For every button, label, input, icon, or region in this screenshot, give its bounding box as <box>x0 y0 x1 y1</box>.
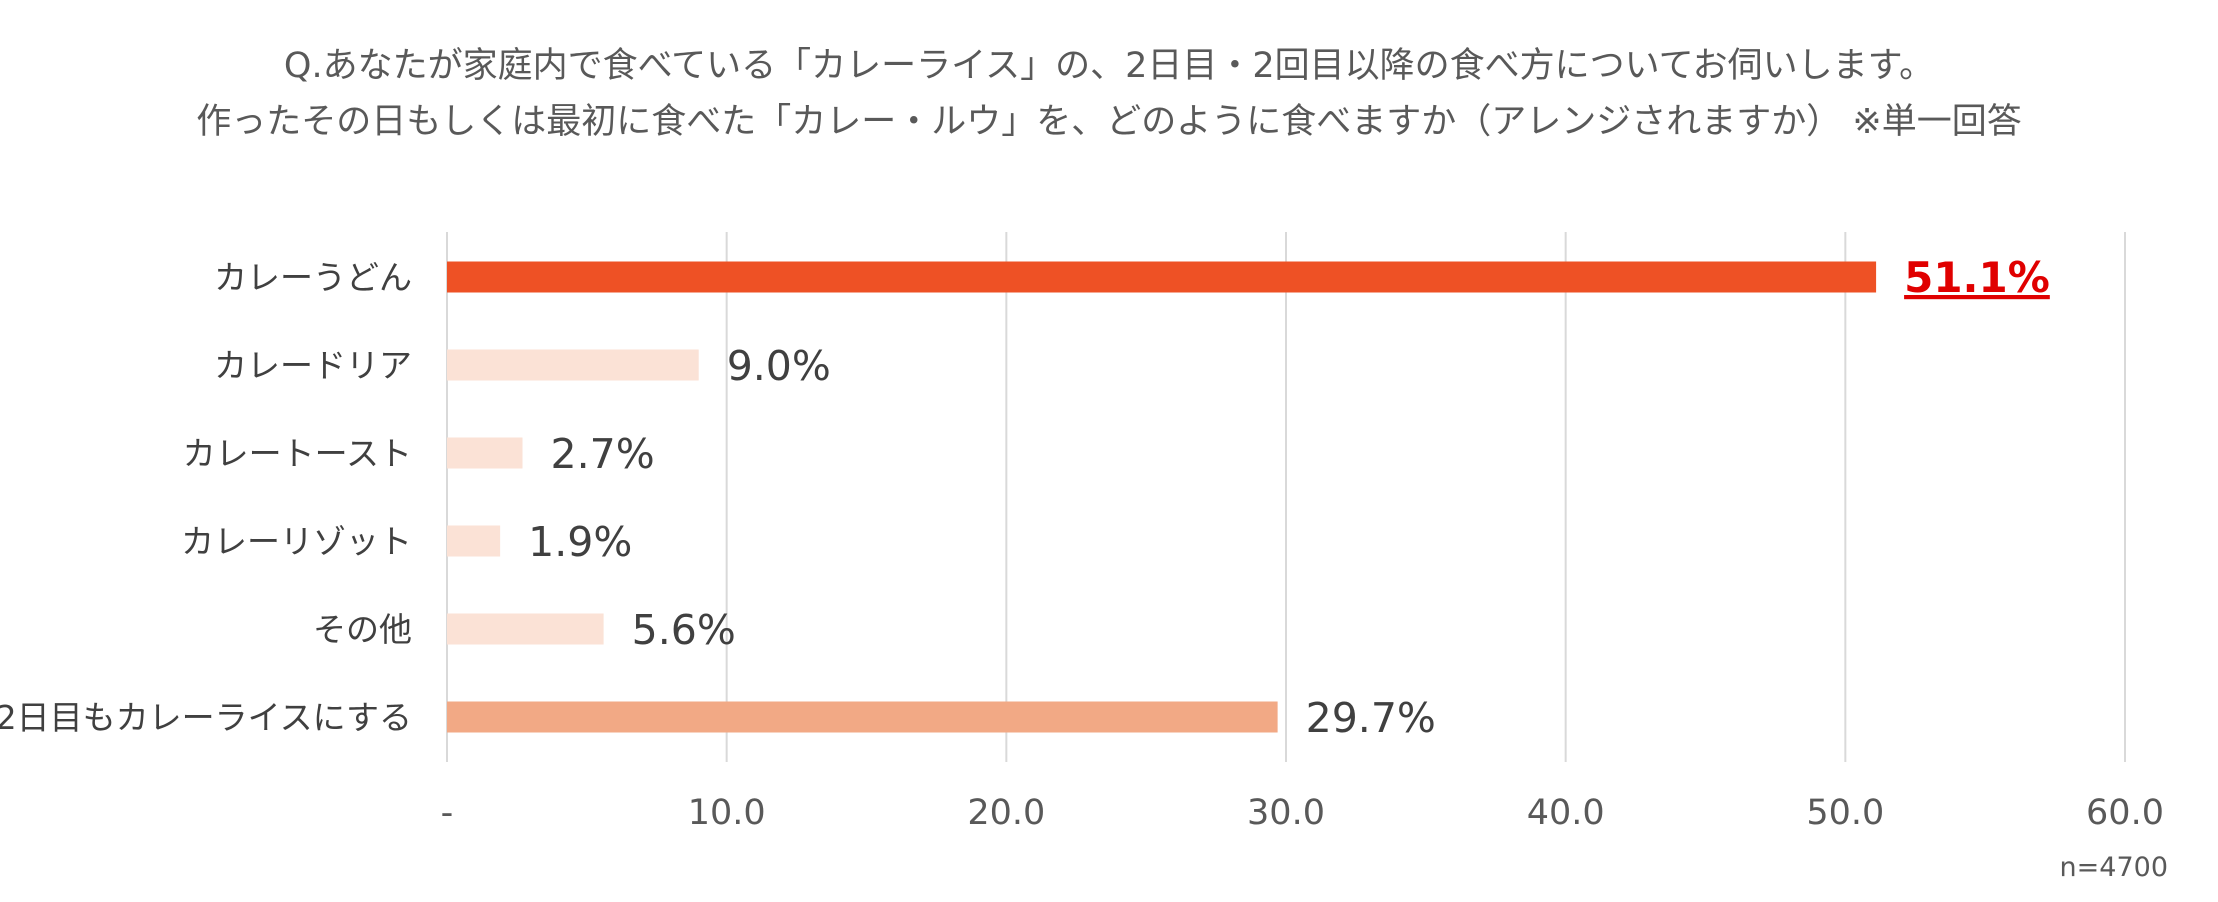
bar <box>447 349 699 381</box>
x-tick-label: 40.0 <box>1527 793 1605 833</box>
x-tick-label: - <box>441 793 454 833</box>
chart-title-block: Q.あなたが家庭内で食べている「カレーライス」の、2日目・2回目以降の食べ方につ… <box>0 38 2218 150</box>
category-label: カレードリア <box>214 346 412 385</box>
category-label: その他 <box>313 610 412 649</box>
data-label: 2.7% <box>551 430 655 478</box>
x-tick-label: 60.0 <box>2086 793 2164 833</box>
x-tick-label: 50.0 <box>1806 793 1884 833</box>
chart-title: Q.あなたが家庭内で食べている「カレーライス」の、2日目・2回目以降の食べ方につ… <box>283 46 1935 86</box>
bar <box>447 437 523 469</box>
chart-subtitle: 作ったその日もしくは最初に食べた「カレー・ルウ」を、どのように食べますか（アレン… <box>196 102 2022 142</box>
x-tick-label: 30.0 <box>1247 793 1325 833</box>
category-label: 2日目もカレーライスにする <box>0 698 412 737</box>
category-label: カレーうどん <box>214 258 412 297</box>
bar <box>447 525 501 557</box>
bar <box>447 701 1278 733</box>
category-label: カレーリゾット <box>181 522 412 561</box>
sample-size-note: n=4700 <box>2059 852 2168 883</box>
bar <box>447 613 604 645</box>
x-tick-label: 10.0 <box>688 793 766 833</box>
bar <box>447 261 1877 293</box>
data-label: 1.9% <box>528 518 632 566</box>
category-label: カレートースト <box>183 434 412 473</box>
data-label: 5.6% <box>632 606 736 654</box>
x-tick-label: 20.0 <box>967 793 1045 833</box>
data-label: 9.0% <box>727 342 831 390</box>
data-label: 29.7% <box>1306 694 1436 742</box>
data-label: 51.1% <box>1904 253 2050 302</box>
